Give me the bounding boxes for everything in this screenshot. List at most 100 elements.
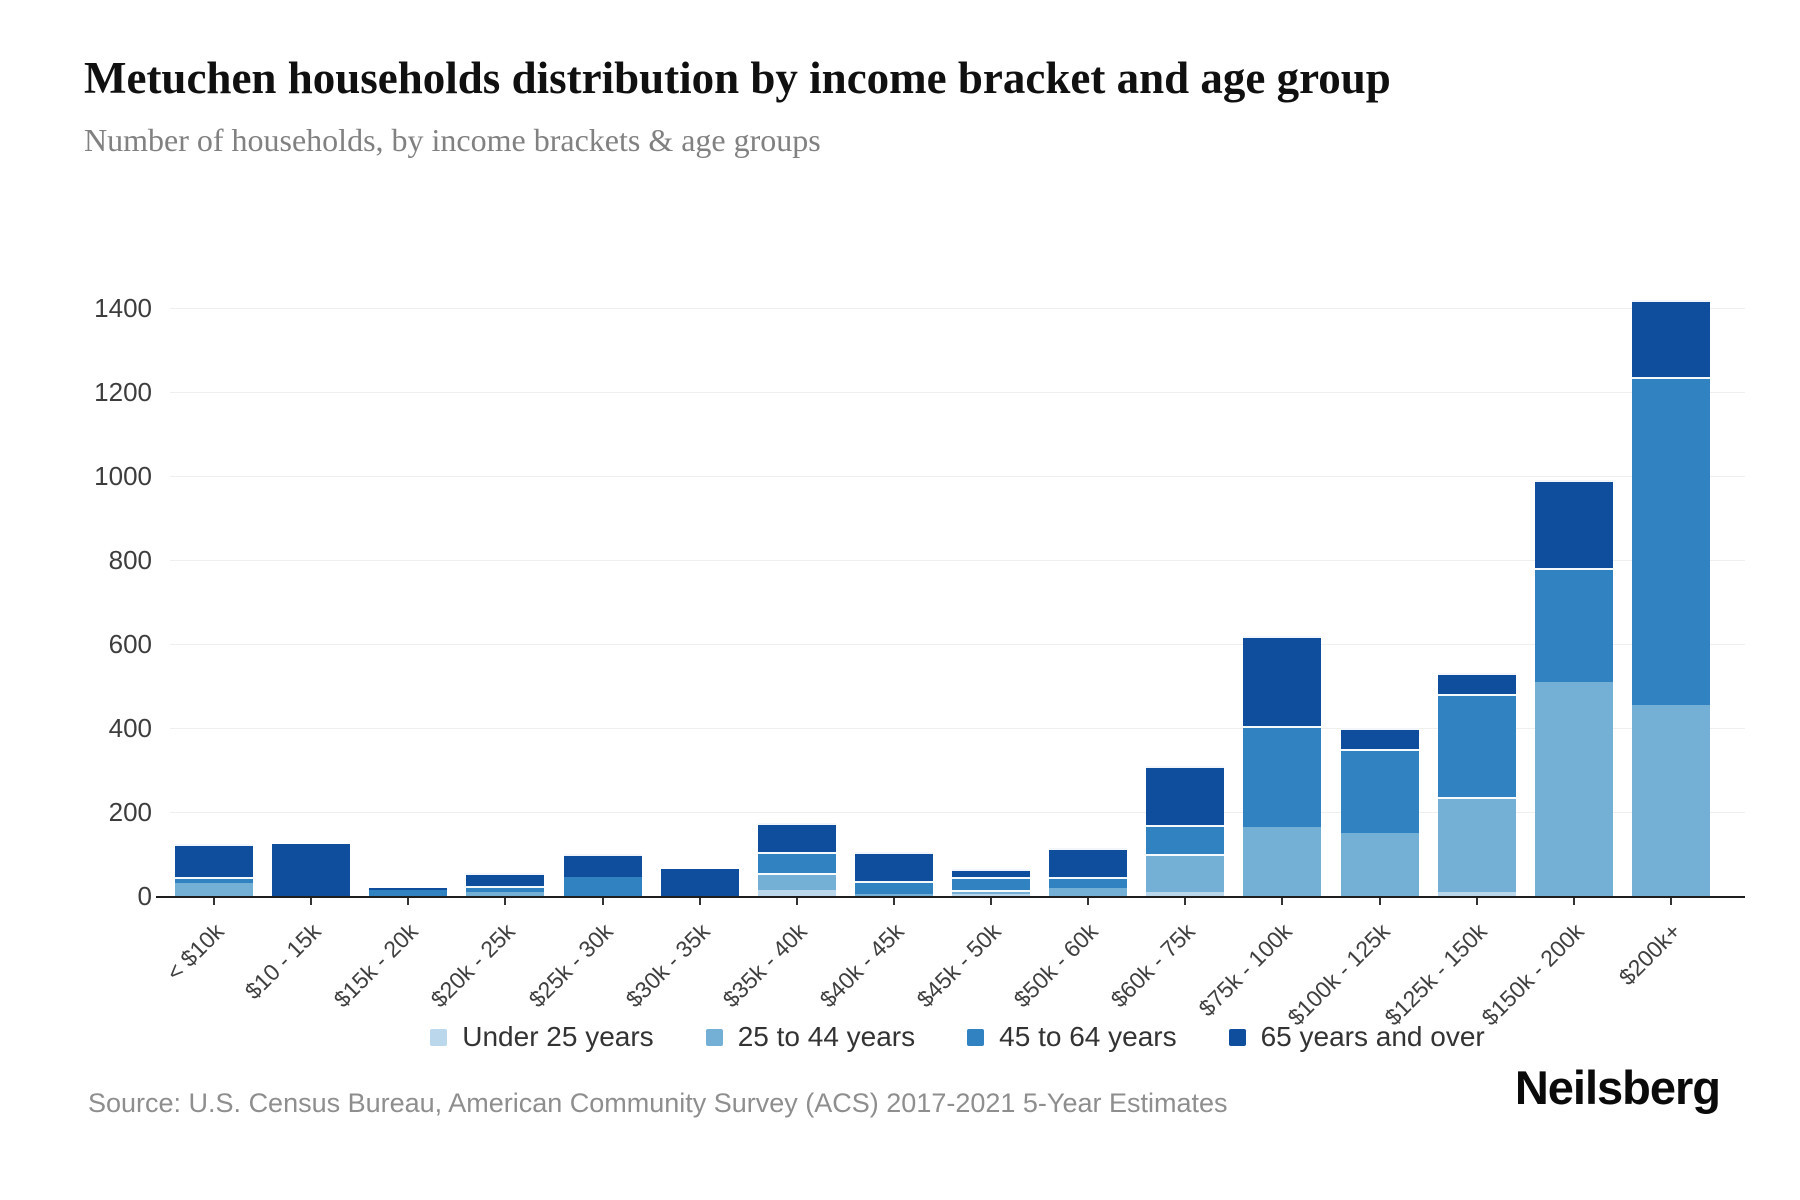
- gridline-y-800: [170, 560, 1745, 561]
- legend-label: 25 to 44 years: [737, 1021, 916, 1052]
- legend-swatch-icon: [967, 1028, 985, 1046]
- x-axis-tick: [1669, 898, 1672, 905]
- y-axis-label-600: 600: [108, 629, 152, 659]
- bar-segment-45-to-64-years[interactable]: [563, 877, 642, 896]
- x-axis-label: $125k - 150k: [1379, 917, 1492, 1031]
- x-axis-tick: [601, 898, 604, 905]
- legend-item-65-years-and-over[interactable]: 65 years and over: [1228, 1021, 1485, 1052]
- bar-segment-45-to-64-years[interactable]: [1146, 824, 1225, 854]
- x-axis-tick: [310, 898, 313, 905]
- chart-subtitle: Number of households, by income brackets…: [84, 122, 821, 158]
- x-axis-tick: [698, 898, 701, 905]
- bar-segment-65-years-and-over[interactable]: [1049, 847, 1128, 878]
- bar-segment-45-to-64-years[interactable]: [952, 877, 1030, 890]
- bar-segment-25-to-44-years[interactable]: [1631, 704, 1710, 896]
- x-axis-tick: [990, 898, 992, 905]
- legend-label: 45 to 64 years: [999, 1021, 1177, 1052]
- bar-segment-45-to-64-years[interactable]: [1243, 725, 1322, 827]
- bar-segment-65-years-and-over[interactable]: [369, 887, 448, 890]
- bar-segment-65-years-and-over[interactable]: [1243, 635, 1322, 726]
- x-axis-label: $150k - 200k: [1476, 917, 1589, 1031]
- bar-segment-25-to-44-years[interactable]: [175, 883, 253, 896]
- bar-segment-45-to-64-years[interactable]: [1631, 377, 1710, 705]
- chart-title: Metuchen households distribution by inco…: [84, 53, 1391, 103]
- x-axis-tick: [795, 898, 798, 905]
- bar-segment-45-to-64-years[interactable]: [1049, 877, 1128, 888]
- x-axis-tick: [1378, 898, 1381, 905]
- x-axis-label: $10 - 15k: [239, 917, 326, 1005]
- bar-segment-25-to-44-years[interactable]: [854, 893, 933, 896]
- y-axis-label-800: 800: [108, 545, 152, 575]
- bar-segment-65-years-and-over[interactable]: [272, 843, 351, 896]
- bar-segment-25-to-44-years[interactable]: [1534, 681, 1613, 896]
- x-axis-tick: [1087, 898, 1090, 905]
- bar-segment-25-to-44-years[interactable]: [1243, 826, 1322, 896]
- x-axis-label: $20k - 25k: [425, 917, 521, 1013]
- bar-segment-65-years-and-over[interactable]: [1437, 673, 1516, 695]
- y-axis-label-400: 400: [108, 713, 152, 743]
- bar-segment-45-to-64-years[interactable]: [757, 851, 836, 873]
- y-axis-label-1000: 1000: [94, 461, 152, 491]
- bar-segment-65-years-and-over[interactable]: [1631, 299, 1710, 378]
- x-axis-label: $45k - 50k: [911, 917, 1006, 1013]
- y-axis-label-200: 200: [108, 797, 152, 827]
- x-axis-label: $40k - 45k: [814, 917, 909, 1013]
- bar-segment-25-to-44-years[interactable]: [1340, 833, 1419, 896]
- bar-segment-25-to-44-years[interactable]: [757, 872, 836, 890]
- x-axis-label: $15k - 20k: [328, 917, 424, 1013]
- legend-item-25-to-44-years[interactable]: 25 to 44 years: [705, 1021, 916, 1052]
- x-axis-label: < $10k: [161, 917, 229, 986]
- bar-segment-45-to-64-years[interactable]: [1437, 694, 1516, 798]
- bar-segment-45-to-64-years[interactable]: [466, 885, 545, 892]
- bar-segment-25-to-44-years[interactable]: [1146, 854, 1225, 892]
- bar-segment-45-to-64-years[interactable]: [1340, 749, 1419, 833]
- bar-segment-65-years-and-over[interactable]: [1340, 728, 1419, 749]
- x-axis-tick: [1184, 898, 1187, 905]
- x-axis-label: $75k - 100k: [1193, 917, 1298, 1022]
- bar-segment-45-to-64-years[interactable]: [369, 889, 448, 896]
- bar-segment-under-25-years[interactable]: [757, 889, 836, 896]
- legend-item-under-25-years[interactable]: Under 25 years: [430, 1022, 654, 1052]
- bar-segment-65-years-and-over[interactable]: [1146, 765, 1225, 825]
- bar-segment-under-25-years[interactable]: [952, 893, 1030, 896]
- bar-segment-25-to-44-years[interactable]: [952, 889, 1030, 894]
- legend-swatch-icon: [430, 1028, 448, 1046]
- legend-label: 65 years and over: [1260, 1021, 1485, 1052]
- bar-segment-under-25-years[interactable]: [1146, 891, 1225, 896]
- x-axis-tick: [1281, 898, 1284, 905]
- bar-segment-45-to-64-years[interactable]: [175, 877, 253, 884]
- bar-segment-65-years-and-over[interactable]: [952, 868, 1030, 878]
- bar-segment-65-years-and-over[interactable]: [175, 843, 253, 878]
- legend: Under 25 years 25 to 44 years 45 to 64 yea…: [170, 1022, 1745, 1052]
- gridline-y-200: [170, 812, 1745, 813]
- x-axis-tick: [1572, 898, 1575, 905]
- plot-area: 0 200 400 600 800 1000 1200 1400 < $10k $10 - 15k…: [94, 295, 1745, 1030]
- neilsberg-logo: Neilsberg: [1514, 1061, 1721, 1114]
- bar-segment-65-years-and-over[interactable]: [466, 872, 545, 886]
- legend-item-45-to-64-years[interactable]: 45 to 64 years: [967, 1021, 1177, 1052]
- x-axis-label: $200k+: [1613, 917, 1686, 991]
- bar-segment-25-to-44-years[interactable]: [466, 891, 545, 896]
- bar-segment-65-years-and-over[interactable]: [757, 822, 836, 852]
- x-axis-label: $60k - 75k: [1105, 917, 1201, 1013]
- bar-segment-25-to-44-years[interactable]: [1049, 887, 1128, 896]
- bar-segment-under-25-years[interactable]: [1437, 891, 1516, 896]
- legend-swatch-icon: [705, 1028, 723, 1046]
- x-axis-label: $35k - 40k: [717, 917, 812, 1013]
- bar-segment-65-years-and-over[interactable]: [1534, 480, 1613, 569]
- x-axis-line: [156, 896, 1745, 898]
- bar-segment-65-years-and-over[interactable]: [660, 868, 739, 896]
- gridline-y-1400: [170, 308, 1745, 309]
- bar-segment-45-to-64-years[interactable]: [1534, 568, 1613, 682]
- bar-segment-65-years-and-over[interactable]: [854, 851, 933, 882]
- source-note: Source: U.S. Census Bureau, American Com…: [88, 1088, 1228, 1118]
- bar-segment-45-to-64-years[interactable]: [854, 881, 933, 894]
- gridline-y-1200: [170, 392, 1745, 393]
- gridline-y-600: [170, 644, 1745, 645]
- y-axis-label-1200: 1200: [94, 377, 152, 407]
- bar-segment-65-years-and-over[interactable]: [563, 854, 642, 878]
- x-axis-tick: [407, 898, 410, 905]
- x-axis-label: $100k - 125k: [1281, 917, 1395, 1031]
- x-axis-tick: [213, 898, 215, 905]
- bar-segment-25-to-44-years[interactable]: [1437, 797, 1516, 892]
